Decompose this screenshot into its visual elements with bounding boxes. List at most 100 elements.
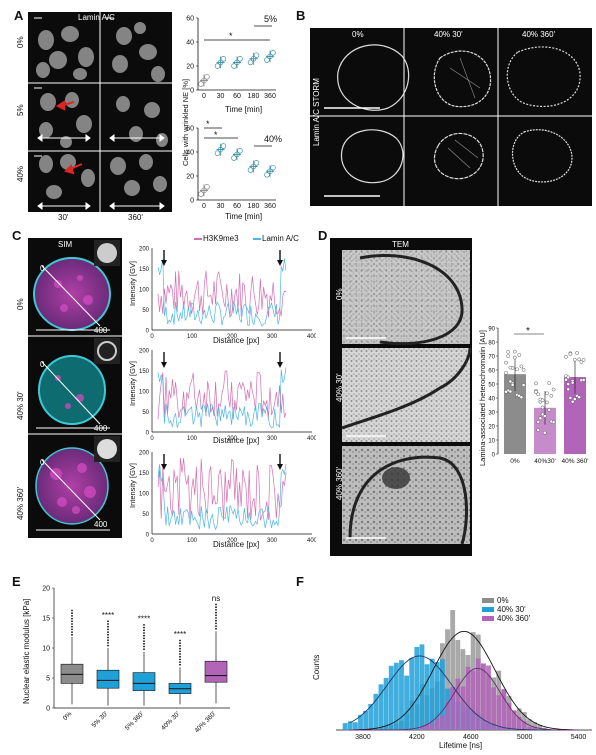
panel-f-chart: 3800 4200 4600 5000 5400 [336,610,592,741]
outlier [143,642,145,645]
data-point [506,354,511,358]
data-point [564,355,568,359]
histogram-bin [424,664,430,730]
y-tick-label: 50 [142,308,149,314]
outlier [143,640,145,642]
data-point [247,59,254,66]
panel-b-storm-grid [310,28,592,206]
histogram-bin [429,723,435,730]
box [60,663,84,684]
series-h3k9me3 [157,370,287,420]
data-point [568,396,573,400]
data-point [231,63,237,69]
data-point [545,391,549,396]
histogram-bin [521,721,527,730]
histogram-bin [516,716,522,730]
data-point [198,191,204,197]
outlier [71,617,73,620]
outlier [71,633,73,636]
histogram-bin [537,724,543,730]
panel-c-xlabel-1: Distance [px] [213,336,260,345]
outlier [143,632,145,634]
data-point [564,377,568,382]
data-point [234,59,240,66]
panel-a-row-5: 5% [16,104,25,116]
y-tick-label: 60 [186,16,194,23]
data-point [220,143,227,149]
y-tick-label: 150 [139,369,150,375]
data-point [566,387,570,392]
panel-a-row-40: 40% [16,165,25,182]
data-point [231,155,237,161]
data-point [217,146,224,153]
data-point [504,389,508,394]
data-point [253,160,260,166]
panel-c-four-1: 400 [94,326,108,335]
histogram-bin [434,718,440,730]
sig-label: ns [212,594,220,603]
outlier [179,653,181,655]
data-point [510,383,515,387]
y-tick-label: 30 [488,411,495,417]
outlier [71,625,73,628]
y-tick-label: 200 [139,247,150,253]
outlier [107,623,109,625]
panel-d-row-360: 40% 360' [335,466,344,500]
x-tick-label: 360 [264,93,276,100]
histogram-bin [383,677,389,730]
data-point [566,382,570,386]
x-tick-label: 4200 [409,734,425,741]
panel-c-zero-2: 0 [40,360,45,369]
panel-c-xlabel-3: Distance [px] [213,540,260,549]
data-point [220,56,227,62]
outlier [215,614,217,617]
panel-c-ylabel-1: Intensity [GV] [128,260,137,306]
data-point [515,367,519,372]
outlier [179,647,181,650]
panel-a-micrograph-grid [28,12,172,212]
data-point [504,360,508,365]
outlier [215,622,217,625]
outlier [143,637,145,640]
y-tick-label: 50 [142,410,149,416]
panel-c-row-360: 40% 360' [16,486,25,520]
legend-swatch-h3 [194,238,202,240]
series-lamin [157,464,287,531]
y-tick-label: 0 [190,198,194,205]
y-tick-label: 0 [190,88,194,95]
x-tick-label: 60 [233,203,241,210]
y-tick-label: 50 [142,512,149,518]
panel-a-label-5: 5% [264,14,278,24]
x-tick-label: 0 [202,93,206,100]
x-tick-label: 3800 [355,734,371,741]
histogram-bin [358,714,363,730]
panel-label-c: C [12,228,22,243]
panel-a-star-bottom-2: * [214,130,218,140]
y-tick-label: 100 [139,288,150,294]
histogram-bin [450,686,456,730]
data-point [204,74,210,80]
data-point [543,414,547,418]
y-tick-label: 40 [186,150,194,157]
outlier [107,639,109,642]
bar [504,374,526,454]
histogram-bin [440,715,445,730]
x-tick-label: 100 [187,334,198,340]
histogram-bin [424,723,430,730]
histogram-bin [460,686,466,730]
y-tick-label: 150 [139,267,150,273]
panel-a-star-bottom-1: * [206,119,210,129]
sig-label: **** [138,615,150,624]
data-point [551,387,556,392]
data-point [519,364,524,369]
histogram-bin [465,666,471,730]
y-tick-label: 10 [42,646,50,653]
marker-arrow-head [277,362,283,368]
panel-b-col-30: 40% 30' [434,30,463,39]
x-tick-label: 60 [233,93,241,100]
outlier [143,624,145,626]
data-point [217,59,224,66]
outlier [215,606,217,609]
histogram-bin [475,658,481,730]
panel-label-f: F [296,574,304,589]
